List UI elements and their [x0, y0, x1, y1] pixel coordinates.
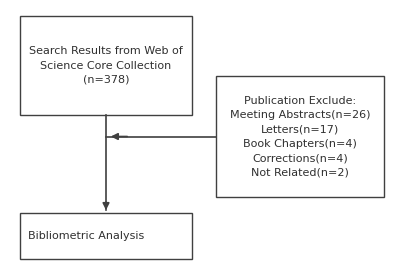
FancyBboxPatch shape: [216, 76, 384, 197]
Text: Bibliometric Analysis: Bibliometric Analysis: [28, 231, 144, 241]
FancyBboxPatch shape: [20, 213, 192, 259]
Text: Search Results from Web of
Science Core Collection
(n=378): Search Results from Web of Science Core …: [29, 46, 183, 85]
Text: Publication Exclude:
Meeting Abstracts(n=26)
Letters(n=17)
Book Chapters(n=4)
Co: Publication Exclude: Meeting Abstracts(n…: [230, 96, 370, 177]
FancyBboxPatch shape: [20, 16, 192, 115]
